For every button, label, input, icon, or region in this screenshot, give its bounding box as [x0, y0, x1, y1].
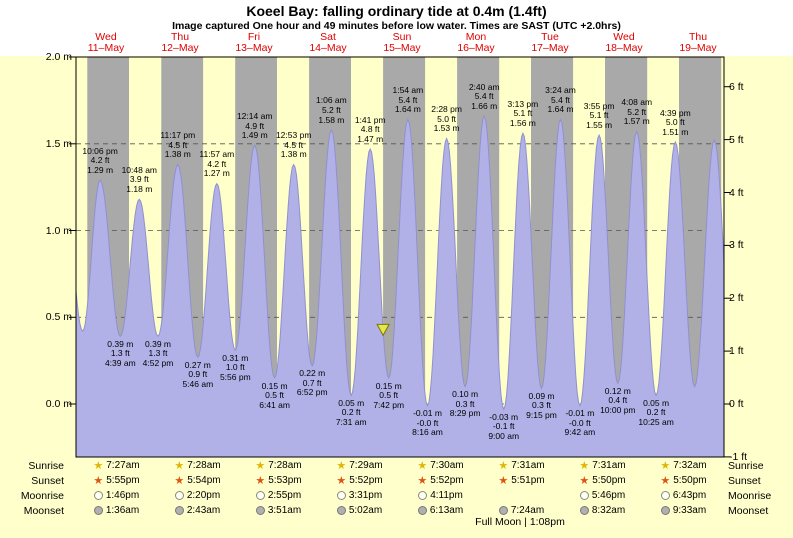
chart-subtitle: Image captured One hour and 49 minutes b…: [172, 20, 621, 32]
current-tide-marker: [376, 323, 390, 337]
tide-curve-area: [76, 116, 724, 457]
tide-curve-line: [75, 114, 725, 411]
plot-border: [75, 56, 725, 458]
page-title: Koeel Bay: falling ordinary tide at 0.4m…: [246, 3, 547, 19]
chart-header: Koeel Bay: falling ordinary tide at 0.4m…: [0, 0, 793, 56]
full-moon-label: Full Moon | 1:08pm: [475, 516, 565, 528]
